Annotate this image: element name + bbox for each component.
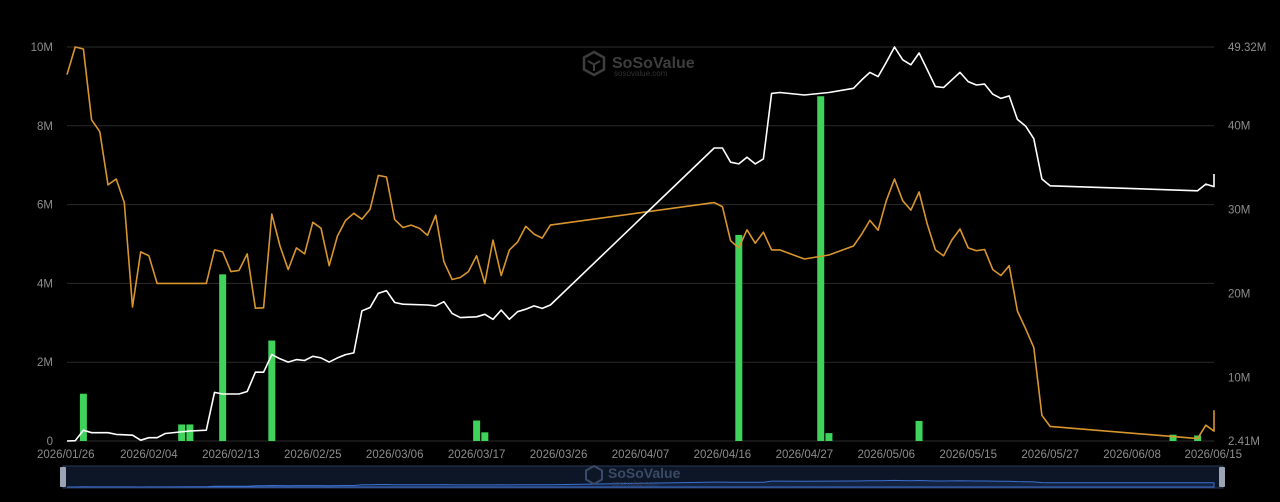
range-navigator[interactable]: SoSoValue sosovalue.com <box>60 464 1225 489</box>
y-left-tick-label: 2M <box>37 357 53 369</box>
x-tick-label: 2026/04/27 <box>776 449 834 461</box>
y-left-tick-label: 10M <box>31 42 53 54</box>
navigator-watermark-brand: SoSoValue <box>608 465 681 481</box>
volume-bar <box>825 433 833 441</box>
watermark-brand: SoSoValue <box>612 55 695 72</box>
volume-bars <box>79 96 1202 441</box>
right-axis-ticks: 2.41M 10M 20M 30M 40M 49.32M <box>1228 42 1266 448</box>
y-left-tick-label: 0 <box>47 436 53 448</box>
x-tick-label: 2026/05/06 <box>858 449 916 461</box>
x-tick-label: 2026/03/06 <box>366 449 424 461</box>
x-tick-label: 2026/05/27 <box>1021 449 1079 461</box>
navigator-watermark-site: sosovalue.com <box>612 481 659 488</box>
y-right-tick-label: 10M <box>1228 372 1250 384</box>
x-tick-label: 2026/06/15 <box>1184 449 1242 461</box>
volume-bar <box>219 274 227 441</box>
left-axis-ticks: 0 2M 4M 6M 8M 10M <box>31 42 53 448</box>
volume-bar <box>817 96 825 441</box>
volume-bar <box>178 424 186 441</box>
y-right-tick-label: 30M <box>1228 204 1250 216</box>
y-right-tick-label: 20M <box>1228 288 1250 300</box>
cumulative-line <box>66 46 1215 442</box>
volume-bar <box>186 424 194 441</box>
volume-bar <box>481 432 489 441</box>
x-tick-label: 2026/06/08 <box>1103 449 1161 461</box>
x-tick-label: 2026/02/04 <box>120 449 178 461</box>
x-tick-label: 2026/01/26 <box>37 449 95 461</box>
x-tick-label: 2026/02/25 <box>284 449 342 461</box>
y-left-tick-label: 6M <box>37 200 53 212</box>
sosovalue-logo-icon <box>582 50 606 77</box>
y-right-tick-label: 49.32M <box>1228 42 1266 54</box>
navigator-watermark: SoSoValue sosovalue.com <box>585 464 681 488</box>
x-tick-label: 2026/05/15 <box>939 449 997 461</box>
watermark-site: sosovalue.com <box>614 69 668 78</box>
volume-bar <box>473 420 481 441</box>
navigator-handle-left[interactable] <box>60 467 66 487</box>
x-tick-label: 2026/04/16 <box>694 449 752 461</box>
navigator-series <box>67 479 1215 488</box>
volume-bar <box>915 420 923 441</box>
x-tick-label: 2026/02/13 <box>202 449 260 461</box>
volume-bar <box>1169 434 1177 441</box>
x-tick-label: 2026/03/26 <box>530 449 588 461</box>
watermark: SoSoValue sosovalue.com <box>582 50 695 78</box>
x-tick-label: 2026/04/07 <box>612 449 670 461</box>
y-left-tick-label: 8M <box>37 121 53 133</box>
value-line <box>66 46 1215 440</box>
y-right-tick-label: 40M <box>1228 120 1250 132</box>
x-axis-ticks: 2026/01/26 2026/02/04 2026/02/13 2026/02/25… <box>37 449 1242 461</box>
volume-bar <box>268 340 276 441</box>
gridlines <box>67 46 1214 442</box>
volume-bar <box>79 393 87 441</box>
y-left-tick-label: 4M <box>37 278 53 290</box>
volume-bar <box>735 234 743 441</box>
navigator-handle-right[interactable] <box>1219 467 1225 487</box>
y-right-tick-label: 2.41M <box>1228 436 1260 448</box>
series-lines <box>66 46 1215 442</box>
x-tick-label: 2026/03/17 <box>448 449 506 461</box>
